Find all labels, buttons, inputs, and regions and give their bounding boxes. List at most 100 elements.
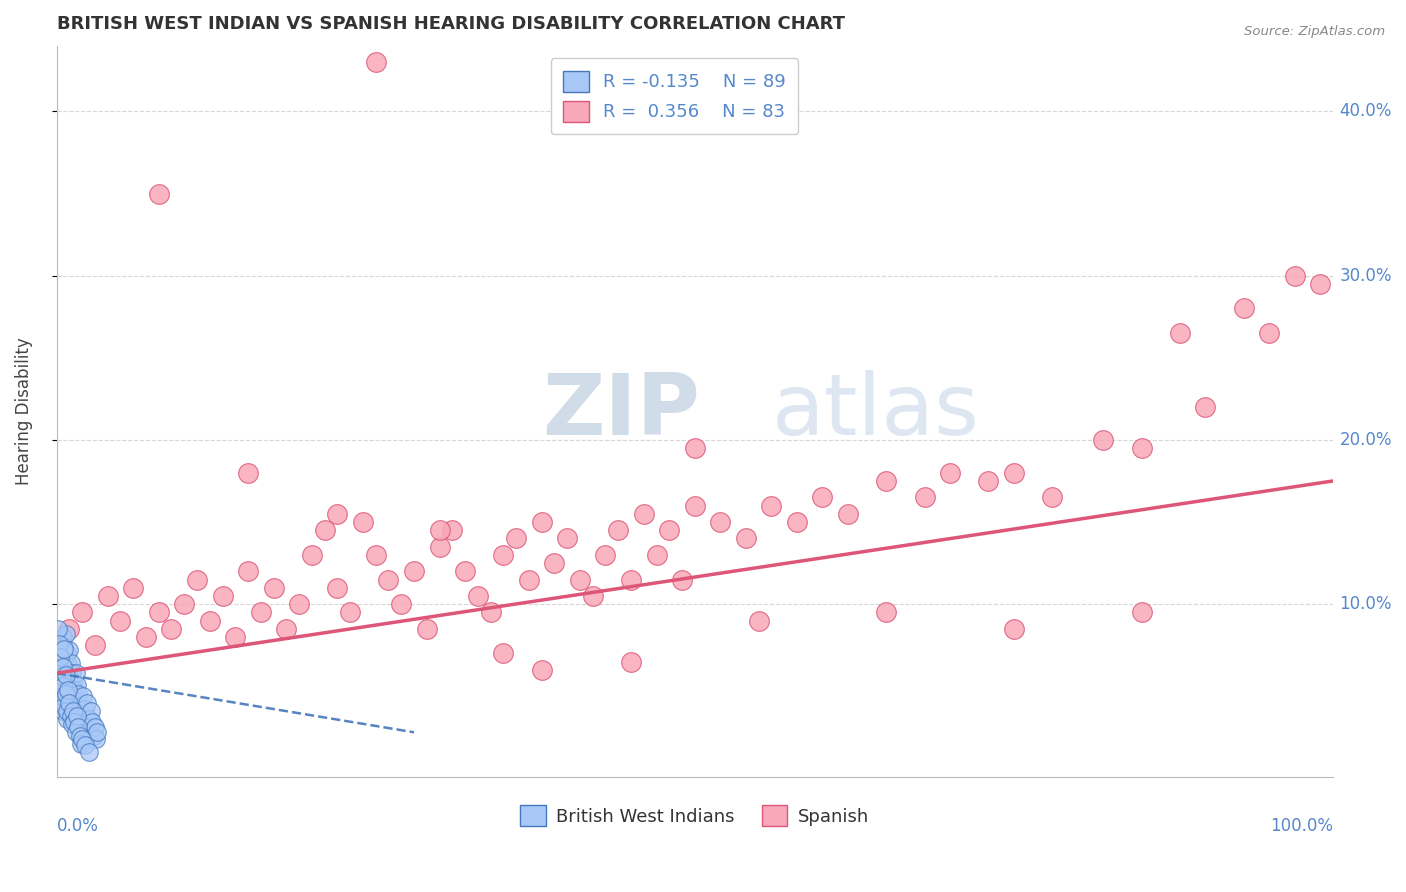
Point — [160, 622, 183, 636]
Point — [83, 720, 105, 734]
Point — [52, 630, 75, 644]
Point — [530, 663, 553, 677]
Point — [49, 649, 72, 664]
Point — [110, 614, 132, 628]
Point — [51, 676, 73, 690]
Point — [914, 491, 936, 505]
Point — [72, 689, 94, 703]
Point — [52, 647, 75, 661]
Point — [53, 696, 76, 710]
Point — [62, 676, 84, 690]
Point — [83, 729, 105, 743]
Point — [70, 715, 93, 730]
Point — [66, 704, 89, 718]
Point — [875, 474, 897, 488]
Point — [73, 739, 96, 753]
Point — [595, 548, 617, 562]
Point — [505, 532, 527, 546]
Point — [148, 186, 170, 201]
Point — [63, 712, 86, 726]
Point — [58, 696, 80, 710]
Point — [65, 725, 87, 739]
Point — [1194, 400, 1216, 414]
Point — [416, 622, 439, 636]
Point — [122, 581, 145, 595]
Point — [58, 669, 80, 683]
Point — [56, 647, 79, 661]
Point — [69, 729, 91, 743]
Point — [389, 597, 412, 611]
Point — [429, 540, 451, 554]
Point — [49, 676, 72, 690]
Point — [59, 682, 82, 697]
Point — [517, 573, 540, 587]
Point — [620, 573, 643, 587]
Point — [364, 55, 387, 70]
Point — [49, 638, 72, 652]
Point — [326, 581, 349, 595]
Point — [62, 702, 84, 716]
Point — [55, 667, 77, 681]
Point — [51, 692, 73, 706]
Point — [748, 614, 770, 628]
Point — [645, 548, 668, 562]
Point — [58, 622, 80, 636]
Point — [52, 671, 75, 685]
Point — [53, 641, 76, 656]
Point — [1168, 326, 1191, 340]
Point — [53, 640, 76, 654]
Point — [80, 704, 103, 718]
Point — [709, 515, 731, 529]
Point — [59, 657, 82, 671]
Point — [454, 564, 477, 578]
Point — [65, 692, 87, 706]
Point — [314, 523, 336, 537]
Point — [75, 720, 97, 734]
Text: 20.0%: 20.0% — [1340, 431, 1392, 449]
Point — [582, 589, 605, 603]
Point — [492, 548, 515, 562]
Point — [236, 564, 259, 578]
Point — [56, 712, 79, 726]
Point — [977, 474, 1000, 488]
Point — [63, 682, 86, 697]
Point — [1130, 606, 1153, 620]
Point — [48, 688, 70, 702]
Point — [1002, 466, 1025, 480]
Point — [377, 573, 399, 587]
Point — [148, 606, 170, 620]
Point — [402, 564, 425, 578]
Point — [607, 523, 630, 537]
Point — [671, 573, 693, 587]
Point — [135, 630, 157, 644]
Point — [49, 698, 72, 713]
Point — [288, 597, 311, 611]
Point — [761, 499, 783, 513]
Point — [60, 690, 83, 705]
Y-axis label: Hearing Disability: Hearing Disability — [15, 337, 32, 485]
Point — [543, 556, 565, 570]
Text: 40.0%: 40.0% — [1340, 103, 1392, 120]
Text: 10.0%: 10.0% — [1340, 595, 1392, 613]
Point — [364, 548, 387, 562]
Point — [786, 515, 808, 529]
Point — [52, 679, 75, 693]
Point — [49, 655, 72, 669]
Point — [51, 649, 73, 664]
Point — [568, 573, 591, 587]
Point — [66, 678, 89, 692]
Point — [56, 657, 79, 672]
Point — [56, 674, 79, 689]
Legend: British West Indians, Spanish: British West Indians, Spanish — [513, 798, 876, 833]
Point — [429, 523, 451, 537]
Point — [53, 679, 76, 693]
Point — [441, 523, 464, 537]
Point — [250, 606, 273, 620]
Point — [1309, 277, 1331, 291]
Point — [276, 622, 298, 636]
Point — [48, 643, 70, 657]
Point — [55, 626, 77, 640]
Point — [56, 704, 79, 718]
Point — [326, 507, 349, 521]
Point — [73, 702, 96, 716]
